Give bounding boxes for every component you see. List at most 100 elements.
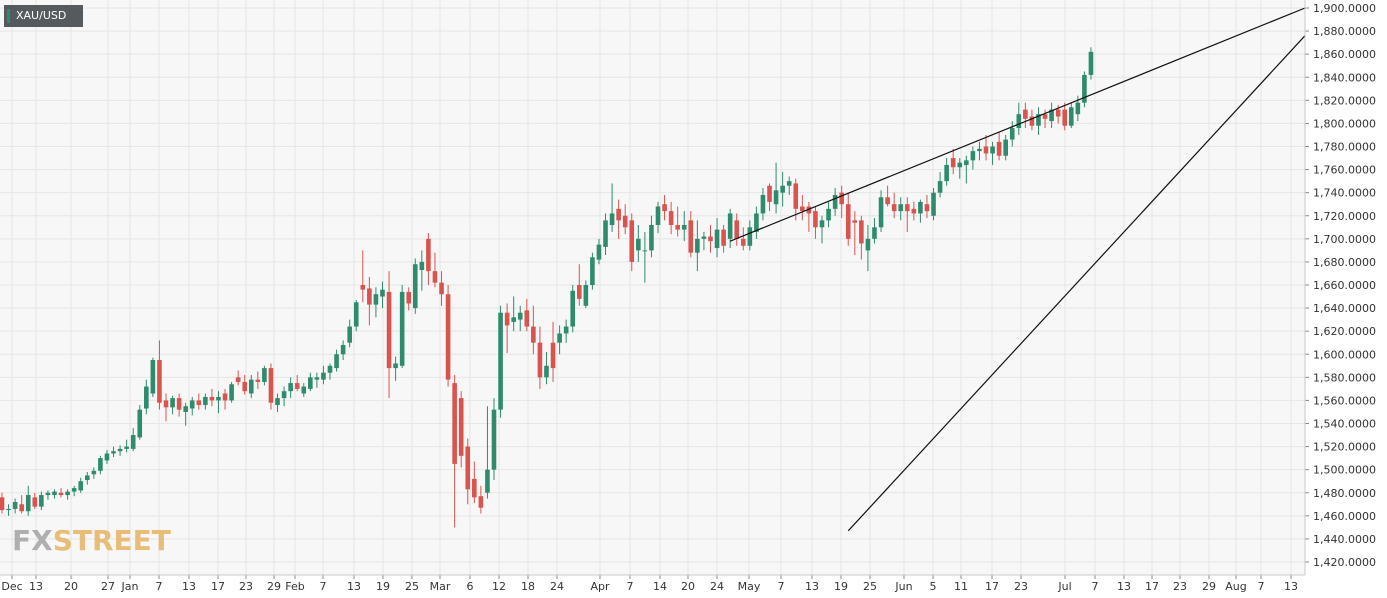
candle [845,192,851,246]
candle-body [137,409,143,438]
candle [321,365,326,385]
candle [944,158,949,186]
candle [557,325,562,355]
x-tick-label: 14 [653,580,667,593]
candle [891,192,897,219]
y-tick-label: 1,760.0000 [1313,164,1376,177]
candle-body [793,183,799,209]
candle [491,398,497,481]
candle-body [478,496,484,508]
candle-body [288,383,293,392]
candle [268,363,274,410]
x-tick-label: 13 [29,580,43,593]
candle [458,391,464,468]
candle-body [1068,107,1074,126]
candle-body [662,204,667,212]
y-tick-label: 1,660.0000 [1313,279,1376,292]
x-tick-label: 13 [1284,580,1298,593]
candle [353,300,359,332]
candle-body [321,372,326,380]
candle [806,201,812,232]
candle [937,171,943,198]
candle-body [878,197,884,228]
candle [872,218,877,244]
candle-body [189,400,195,409]
candle [596,238,602,265]
candle-body [734,220,740,239]
candle [78,477,84,493]
candle [360,250,366,303]
candle [649,215,654,258]
candle [727,208,733,249]
x-tick-label: 24 [710,580,724,593]
candle [104,450,110,464]
candle-body [399,291,405,366]
candle [380,281,385,309]
candle-body [406,291,412,304]
y-tick-label: 1,880.0000 [1313,25,1376,38]
candle [150,357,156,397]
candle [334,349,339,372]
x-tick-label: 7 [1258,580,1265,593]
candle-body [12,501,18,509]
candle [701,231,707,251]
x-tick-label: 5 [930,580,937,593]
candle-body [721,229,726,246]
candle [275,393,280,412]
candle [721,224,726,253]
candle [517,305,523,332]
candle-body [117,448,123,452]
candle-body [996,141,1002,156]
x-tick-label: Jan [121,580,139,593]
candle [439,271,444,306]
price-axis: 1,420.0000 1,440.0000 1,460.0000 1,480.0000… [1304,0,1376,575]
candle-body [885,197,890,205]
candle [675,206,680,237]
candle-body [1075,102,1081,115]
candle-body [931,192,936,216]
candle-body [590,257,595,285]
candle-body [472,478,477,498]
candle-body [937,181,943,193]
candle-body [826,208,831,221]
candle-body [301,386,307,394]
candle [222,388,228,410]
candle [603,213,608,255]
candle-body [557,333,562,343]
candle-body [275,398,280,406]
trendlines [729,7,1306,532]
candle [970,146,976,170]
candle [550,321,556,382]
candle-body [977,148,982,152]
candle [262,365,267,386]
candle-body [944,164,949,182]
x-tick-label: 13 [182,580,196,593]
candle [655,201,661,234]
candle [12,498,18,514]
candle [170,395,175,415]
x-tick-label: May [738,580,761,593]
candle-body [0,497,5,511]
candle [308,372,313,392]
candle-body [616,208,621,221]
candle [1062,102,1068,131]
candle [642,231,648,283]
candle [609,183,615,232]
candle-body [124,446,129,449]
x-tick-label: Aug [1225,580,1246,593]
candle [465,438,471,505]
candle [157,340,162,410]
candle-body [334,354,339,369]
candle [98,455,103,475]
plot-background [0,0,1305,575]
candle-body [432,271,438,283]
candle-body [675,224,680,230]
candle [931,188,936,221]
x-tick-label: 17 [1145,580,1159,593]
candle [347,319,352,348]
candle-body [701,236,707,239]
watermark-suffix: STREET [53,524,171,557]
candle-body [255,379,261,382]
candle-body [170,398,175,408]
y-tick-label: 1,540.0000 [1313,418,1376,431]
